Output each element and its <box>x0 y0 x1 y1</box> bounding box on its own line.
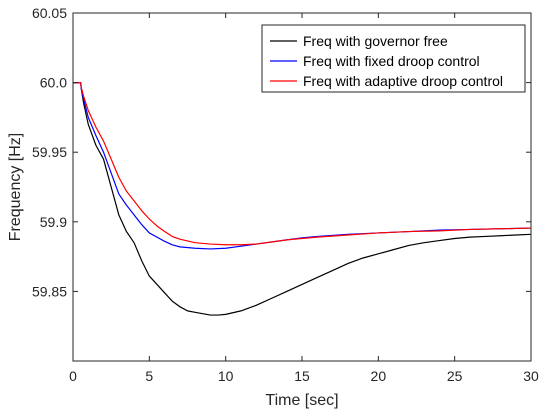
series-line-1 <box>73 81 532 316</box>
legend-label-2: Freq with fixed droop control <box>303 53 480 69</box>
legend-label-1: Freq with governor free <box>303 33 448 49</box>
y-tick-label: 60.05 <box>32 5 67 21</box>
series-lines <box>73 81 532 316</box>
legend-label-3: Freq with adaptive droop control <box>303 73 503 89</box>
legend-box <box>261 24 526 93</box>
series-line-3 <box>73 81 532 246</box>
x-tick-label: 10 <box>218 368 234 384</box>
x-tick-label: 15 <box>294 368 310 384</box>
y-tick-label: 60.0 <box>40 75 67 91</box>
x-tick-label: 5 <box>145 368 153 384</box>
x-tick-label: 25 <box>447 368 463 384</box>
x-axis-label: Time [sec] <box>265 392 338 409</box>
axis-ticks: 0 5 10 15 20 25 30 59.85 59.9 59.95 60.0 60.05 <box>32 5 539 384</box>
x-tick-label: 30 <box>523 368 539 384</box>
y-tick-label: 59.95 <box>32 144 67 160</box>
y-tick-label: 59.9 <box>40 214 67 230</box>
y-axis-label: Frequency [Hz] <box>7 133 24 241</box>
x-tick-label: 0 <box>69 368 77 384</box>
legend: Freq with governor free Freq with fixed d… <box>261 24 526 93</box>
y-tick-label: 59.85 <box>32 283 67 299</box>
x-tick-label: 20 <box>371 368 387 384</box>
